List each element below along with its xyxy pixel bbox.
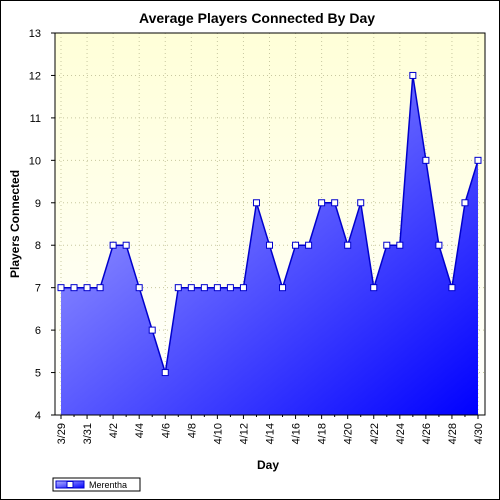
data-point (174, 284, 182, 292)
data-point (266, 241, 273, 249)
data-point (83, 284, 91, 292)
x-axis-ticks: 3/29 3/31 4/2 4/4 4/6 4/8 4/10 4/12 4/14 4/16 4/18… (56, 415, 485, 444)
data-point (57, 284, 65, 292)
data-point (96, 284, 104, 292)
y-axis-ticks: 4 5 6 7 8 9 10 11 12 13 (29, 28, 55, 422)
data-point (422, 156, 430, 164)
data-point (279, 284, 287, 292)
chart-title: Average Players Connected By Day (139, 10, 375, 26)
legend-marker (66, 481, 74, 488)
data-point (226, 284, 234, 292)
data-point (461, 199, 469, 207)
data-point (305, 241, 313, 249)
y-tick-label: 13 (29, 28, 41, 40)
x-tick-label: 4/10 (212, 423, 224, 444)
data-point (331, 199, 339, 207)
data-point (200, 284, 208, 292)
data-point (474, 156, 482, 164)
x-tick-label: 4/26 (421, 423, 433, 444)
x-tick-label: 4/28 (447, 423, 459, 444)
x-tick-label: 4/8 (186, 423, 198, 438)
data-point (148, 326, 156, 334)
x-tick-label: 4/2 (108, 423, 120, 438)
data-point (109, 241, 117, 249)
data-point (435, 241, 443, 249)
data-point (252, 199, 260, 207)
y-tick-label: 4 (35, 410, 41, 422)
data-point (135, 284, 143, 292)
x-tick-label: 3/31 (82, 423, 94, 444)
x-tick-label: 4/24 (395, 423, 407, 444)
x-tick-label: 4/20 (343, 423, 355, 444)
x-tick-label: 3/29 (56, 423, 68, 444)
x-tick-label: 4/6 (160, 423, 172, 438)
y-tick-label: 12 (29, 70, 41, 82)
data-point (213, 284, 221, 292)
y-tick-label: 9 (35, 198, 41, 210)
data-point (239, 284, 247, 292)
data-point (370, 284, 378, 292)
y-tick-label: 6 (35, 325, 41, 337)
x-tick-label: 4/4 (134, 423, 146, 438)
data-point (396, 241, 404, 249)
y-axis-title: Players Connected (8, 170, 22, 278)
x-tick-label: 4/12 (238, 423, 250, 444)
y-tick-label: 8 (35, 240, 41, 252)
legend: Merentha (52, 477, 141, 492)
data-point (357, 199, 365, 207)
x-axis-title: Day (257, 458, 279, 472)
y-tick-label: 7 (35, 283, 41, 295)
data-point (448, 284, 456, 292)
x-tick-label: 4/30 (473, 423, 485, 444)
x-tick-label: 4/18 (317, 423, 329, 444)
data-points (57, 71, 482, 377)
data-point (409, 71, 417, 79)
x-tick-label: 4/22 (369, 423, 381, 444)
legend-label-merentha: Merentha (89, 480, 127, 490)
data-point (344, 241, 352, 249)
y-tick-label: 11 (30, 113, 41, 125)
data-point (318, 199, 326, 207)
y-tick-label: 5 (35, 368, 41, 380)
x-tick-label: 4/14 (265, 423, 277, 444)
data-point (292, 241, 300, 249)
data-point (383, 241, 391, 249)
data-point (70, 284, 78, 292)
x-tick-label: 4/16 (291, 423, 303, 444)
data-point (187, 284, 195, 292)
data-point (161, 369, 169, 377)
y-tick-label: 10 (29, 155, 41, 167)
data-point (122, 241, 130, 249)
